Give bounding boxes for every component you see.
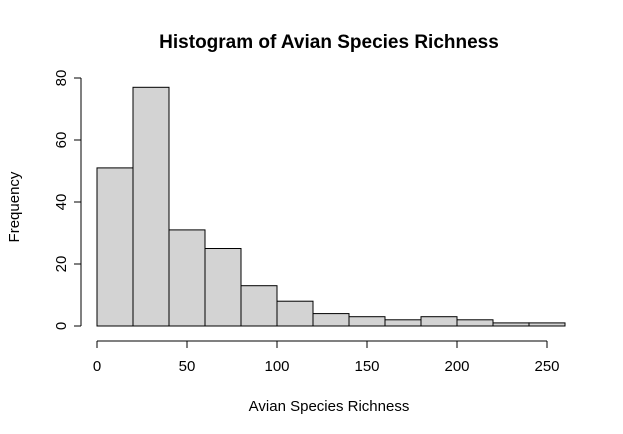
y-tick-label: 80 xyxy=(53,70,70,87)
x-tick-label: 50 xyxy=(179,358,196,375)
x-tick-label: 150 xyxy=(354,358,379,375)
histogram-bar xyxy=(132,86,170,327)
x-tick-label: 100 xyxy=(264,358,289,375)
histogram-bar xyxy=(456,319,494,327)
chart-title: Histogram of Avian Species Richness xyxy=(159,32,499,53)
histogram-bar xyxy=(528,322,566,327)
histogram-bar xyxy=(384,319,422,327)
histogram-bar xyxy=(276,300,314,327)
histogram-bar xyxy=(492,322,530,327)
histogram-bar xyxy=(312,313,350,327)
x-axis-label: Avian Species Richness xyxy=(249,398,410,415)
x-tick-label: 250 xyxy=(534,358,559,375)
y-tick-label: 60 xyxy=(53,132,70,149)
y-axis: 0 20 40 60 80 xyxy=(53,70,82,330)
x-axis: 0 50 100 150 200 250 xyxy=(93,340,560,375)
y-axis-label: Frequency xyxy=(6,171,23,242)
x-tick-label: 0 xyxy=(93,358,101,375)
histogram-bar xyxy=(168,229,206,327)
histogram-bar xyxy=(420,316,458,327)
y-tick-label: 20 xyxy=(53,256,70,273)
bars-group xyxy=(96,86,566,327)
histogram-bar xyxy=(348,316,386,327)
y-tick-label: 0 xyxy=(53,322,70,330)
histogram-bar xyxy=(96,167,134,327)
x-tick-label: 200 xyxy=(444,358,469,375)
histogram-bar xyxy=(240,285,278,327)
histogram-bar xyxy=(204,248,242,327)
y-tick-label: 40 xyxy=(53,194,70,211)
